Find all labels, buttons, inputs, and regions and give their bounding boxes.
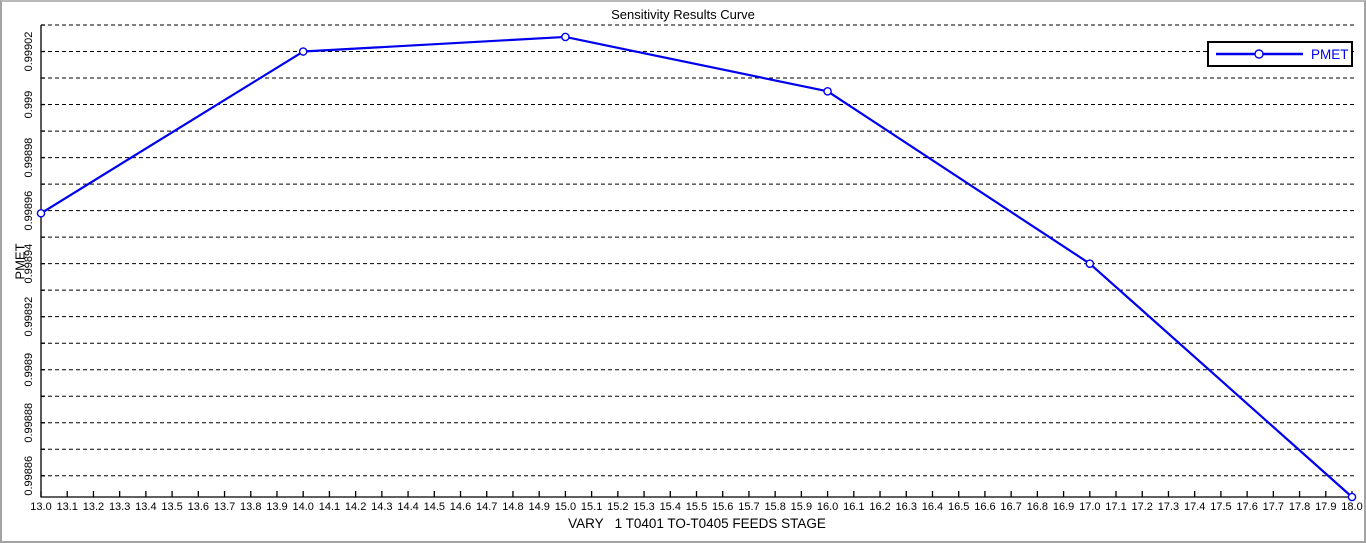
axes: [40, 24, 1354, 498]
data-point-marker: [298, 47, 308, 56]
data-point-marker: [561, 32, 570, 42]
x-axis-label: VARY 1 T0401 TO-T0405 FEEDS STAGE: [568, 516, 826, 531]
y-tick-label: 0.9989: [23, 353, 35, 387]
x-tick-label: 17.8: [1289, 501, 1310, 513]
y-tick-label: 0.99898: [23, 138, 35, 178]
x-tick-label: 17.6: [1236, 501, 1257, 513]
x-tick-label: 15.9: [791, 501, 812, 513]
series-line: [40, 35, 1353, 498]
x-tick-label: 14.0: [292, 501, 313, 513]
x-tick-label: 17.3: [1158, 501, 1179, 513]
x-tick-label: 15.1: [581, 501, 602, 513]
x-tick-label: 14.6: [450, 501, 471, 513]
x-tick-label: 16.2: [869, 501, 890, 513]
x-tick-label: 16.3: [896, 501, 917, 513]
legend-box: PMET: [1207, 41, 1353, 67]
x-tick-label: 14.9: [528, 501, 549, 513]
x-tick-label: 15.8: [764, 501, 785, 513]
x-tick-label: 16.4: [922, 501, 943, 513]
x-tick-label: 13.6: [188, 501, 209, 513]
x-tick-label: 15.0: [555, 501, 576, 513]
x-tick-labels: 13.0 13.1 13.2 13.3 13.4 13.5 13.6 13.7 13.8 13.9…: [30, 501, 1362, 513]
data-point-marker: [1085, 259, 1095, 268]
x-tick-label: 18.0: [1341, 501, 1362, 513]
x-tick-label: 16.9: [1053, 501, 1074, 513]
x-tick-label: 13.0: [30, 501, 51, 513]
x-tick-label: 15.7: [738, 501, 759, 513]
x-tick-label: 15.4: [660, 501, 681, 513]
y-tick-label: 0.99886: [23, 456, 35, 496]
y-tick-label: 0.99888: [23, 403, 35, 443]
y-tick-label: 0.999: [23, 91, 35, 119]
y-tick-labels: 0.99886 0.99888 0.9989 0.99892 0.99894 0.9989…: [23, 32, 35, 496]
x-tick-label: 14.3: [371, 501, 392, 513]
x-tick-label: 16.8: [1027, 501, 1048, 513]
x-tick-label: 14.4: [397, 501, 418, 513]
x-tick-label: 17.0: [1079, 501, 1100, 513]
y-tick-label: 0.99902: [23, 32, 35, 72]
x-tick-label: 17.4: [1184, 501, 1205, 513]
data-point-marker: [823, 86, 832, 96]
legend-line-marker-icon: [1216, 49, 1303, 59]
x-tick-label: 14.2: [345, 501, 366, 513]
x-tick-label: 17.2: [1132, 501, 1153, 513]
x-tick-label: 17.7: [1263, 501, 1284, 513]
x-tick-label: 13.7: [214, 501, 235, 513]
legend-series-label: PMET: [1311, 46, 1349, 62]
data-point-marker: [36, 208, 46, 218]
y-tick-label: 0.99894: [23, 244, 35, 284]
chart-title: Sensitivity Results Curve: [611, 7, 755, 22]
x-tick-label: 16.1: [843, 501, 864, 513]
y-tick-label: 0.99892: [23, 297, 35, 337]
x-tick-label: 13.8: [240, 501, 261, 513]
x-tick-label: 16.6: [974, 501, 995, 513]
x-tick-label: 16.7: [1000, 501, 1021, 513]
x-tick-label: 13.5: [161, 501, 182, 513]
data-point-marker: [1347, 492, 1357, 502]
x-tick-label: 13.4: [135, 501, 156, 513]
x-tick-label: 17.5: [1210, 501, 1231, 513]
x-tick-label: 17.9: [1315, 501, 1336, 513]
y-tick-label: 0.99896: [23, 191, 35, 231]
x-tick-label: 16.0: [817, 501, 838, 513]
x-tick-label: 15.3: [633, 501, 654, 513]
x-tick-label: 14.8: [502, 501, 523, 513]
x-tick-label: 14.1: [319, 501, 340, 513]
x-tick-label: 13.9: [266, 501, 287, 513]
x-tick-label: 16.5: [948, 501, 969, 513]
x-tick-label: 13.2: [83, 501, 104, 513]
x-tick-label: 15.5: [686, 501, 707, 513]
series-markers: [36, 32, 1357, 502]
x-tick-label: 15.6: [712, 501, 733, 513]
y-axis-label: PMET: [12, 243, 28, 280]
x-tick-label: 14.7: [476, 501, 497, 513]
x-tick-label: 13.1: [57, 501, 78, 513]
x-tick-label: 15.2: [607, 501, 628, 513]
x-tick-label: 13.3: [109, 501, 130, 513]
x-tick-label: 14.5: [424, 501, 445, 513]
x-tick-label: 17.1: [1105, 501, 1126, 513]
